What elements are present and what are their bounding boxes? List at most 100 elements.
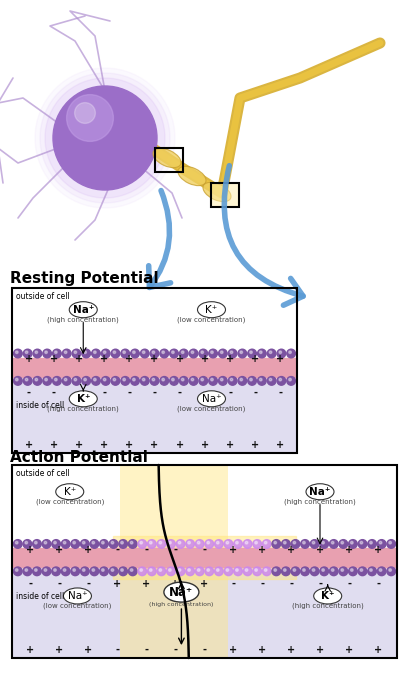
Circle shape bbox=[293, 569, 295, 572]
Circle shape bbox=[341, 569, 344, 572]
Circle shape bbox=[387, 567, 396, 576]
Text: -: - bbox=[127, 388, 131, 398]
Circle shape bbox=[55, 351, 57, 353]
Circle shape bbox=[217, 541, 219, 544]
Circle shape bbox=[167, 540, 175, 549]
Circle shape bbox=[100, 540, 108, 549]
Circle shape bbox=[131, 349, 139, 358]
Text: +: + bbox=[201, 354, 209, 364]
Text: +: + bbox=[258, 645, 267, 655]
Text: Na⁺: Na⁺ bbox=[68, 591, 87, 601]
Text: +: + bbox=[84, 645, 92, 655]
Circle shape bbox=[230, 378, 233, 381]
Circle shape bbox=[103, 351, 106, 353]
Circle shape bbox=[25, 541, 28, 544]
Text: +: + bbox=[251, 354, 259, 364]
Circle shape bbox=[83, 541, 85, 544]
Circle shape bbox=[13, 376, 22, 385]
Text: (high concentration): (high concentration) bbox=[149, 601, 214, 607]
Text: +: + bbox=[24, 354, 33, 364]
Circle shape bbox=[55, 378, 57, 381]
Circle shape bbox=[360, 569, 363, 572]
Circle shape bbox=[234, 540, 242, 549]
Circle shape bbox=[90, 540, 99, 549]
FancyArrowPatch shape bbox=[149, 191, 171, 287]
Circle shape bbox=[214, 567, 223, 576]
Circle shape bbox=[322, 569, 324, 572]
Text: outside of cell: outside of cell bbox=[16, 292, 70, 301]
Circle shape bbox=[130, 541, 133, 544]
Circle shape bbox=[255, 569, 257, 572]
Bar bbox=[12, 465, 397, 557]
Circle shape bbox=[72, 376, 81, 385]
Circle shape bbox=[389, 541, 392, 544]
Circle shape bbox=[123, 378, 125, 381]
Circle shape bbox=[310, 567, 319, 576]
Circle shape bbox=[197, 569, 200, 572]
Circle shape bbox=[211, 351, 213, 353]
Ellipse shape bbox=[69, 302, 97, 318]
Circle shape bbox=[100, 567, 108, 576]
Circle shape bbox=[377, 540, 386, 549]
Circle shape bbox=[228, 349, 237, 358]
Circle shape bbox=[103, 378, 106, 381]
Text: +: + bbox=[142, 578, 151, 589]
Text: -: - bbox=[278, 388, 282, 398]
Circle shape bbox=[234, 567, 242, 576]
Text: -: - bbox=[203, 544, 206, 555]
Circle shape bbox=[35, 68, 175, 208]
Circle shape bbox=[199, 349, 208, 358]
Circle shape bbox=[170, 376, 178, 385]
Text: +: + bbox=[200, 578, 208, 589]
Text: -: - bbox=[52, 388, 56, 398]
Text: K⁺: K⁺ bbox=[206, 304, 218, 315]
Circle shape bbox=[102, 541, 104, 544]
Circle shape bbox=[284, 541, 286, 544]
Bar bbox=[12, 288, 297, 453]
Circle shape bbox=[209, 349, 217, 358]
Circle shape bbox=[101, 349, 110, 358]
Ellipse shape bbox=[63, 588, 92, 604]
Text: +: + bbox=[316, 645, 324, 655]
Circle shape bbox=[240, 351, 243, 353]
Text: -: - bbox=[77, 388, 81, 398]
Bar bbox=[211, 183, 239, 207]
Circle shape bbox=[238, 349, 247, 358]
Circle shape bbox=[258, 349, 266, 358]
Text: Na⁺: Na⁺ bbox=[72, 304, 94, 315]
Text: +: + bbox=[226, 354, 234, 364]
Circle shape bbox=[159, 541, 162, 544]
Circle shape bbox=[23, 567, 32, 576]
Bar bbox=[155, 148, 183, 172]
Circle shape bbox=[368, 540, 376, 549]
Circle shape bbox=[45, 351, 47, 353]
Text: +: + bbox=[50, 354, 58, 364]
Circle shape bbox=[94, 378, 96, 381]
Text: +: + bbox=[100, 354, 108, 364]
Circle shape bbox=[140, 349, 149, 358]
Circle shape bbox=[312, 541, 315, 544]
Circle shape bbox=[178, 541, 181, 544]
Circle shape bbox=[109, 540, 118, 549]
Ellipse shape bbox=[164, 582, 199, 602]
Circle shape bbox=[109, 567, 118, 576]
Circle shape bbox=[186, 540, 195, 549]
Ellipse shape bbox=[314, 588, 342, 604]
Bar bbox=[12, 288, 297, 453]
Text: Na⁺: Na⁺ bbox=[169, 586, 193, 599]
Circle shape bbox=[389, 569, 392, 572]
Circle shape bbox=[176, 567, 185, 576]
Circle shape bbox=[329, 567, 338, 576]
Circle shape bbox=[140, 376, 149, 385]
Circle shape bbox=[348, 567, 357, 576]
Circle shape bbox=[219, 349, 227, 358]
Text: -: - bbox=[144, 544, 149, 555]
Circle shape bbox=[279, 351, 282, 353]
Circle shape bbox=[101, 376, 110, 385]
Circle shape bbox=[240, 378, 243, 381]
Circle shape bbox=[62, 349, 71, 358]
Circle shape bbox=[111, 569, 114, 572]
Circle shape bbox=[289, 378, 291, 381]
Circle shape bbox=[13, 567, 22, 576]
Text: +: + bbox=[226, 440, 234, 450]
